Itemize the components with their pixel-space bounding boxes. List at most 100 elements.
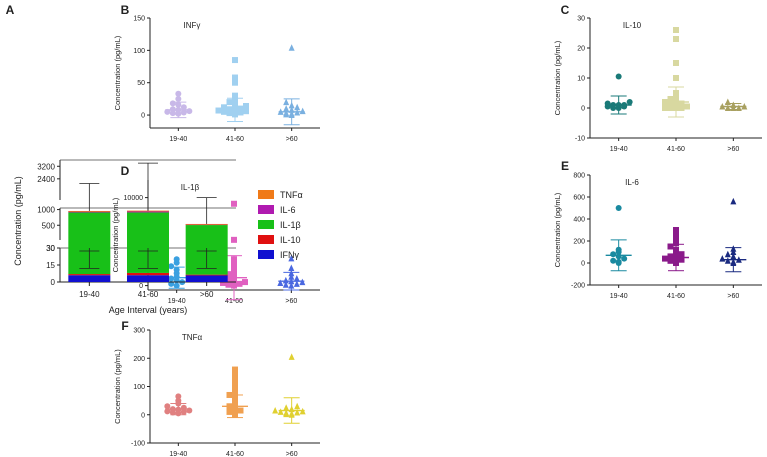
y-tick-label-B: 50 <box>137 80 145 87</box>
data-point-E <box>719 255 726 262</box>
legend-label-A: TNFα <box>280 190 303 200</box>
data-point-D <box>242 279 248 286</box>
y-tick-label-F: -100 <box>131 441 145 448</box>
y-axis-label-C: Concentration (pg/mL) <box>553 40 562 115</box>
data-point-E <box>724 257 731 264</box>
data-point-C <box>667 96 674 102</box>
y-tick-label-A: 1000 <box>37 206 55 215</box>
data-point-D <box>236 280 243 287</box>
x-tick-label-B: 19-40 <box>169 136 187 143</box>
data-point-B <box>221 108 227 115</box>
data-point-D <box>282 281 289 288</box>
bar-segment-A <box>68 210 111 212</box>
data-point-F <box>232 383 238 390</box>
y-tick-label-E: 600 <box>573 195 585 202</box>
data-point-C <box>724 104 731 111</box>
data-point-F <box>288 353 295 360</box>
data-point-B <box>232 92 238 99</box>
data-point-E <box>610 257 617 264</box>
y-tick-label-C: -10 <box>575 136 585 143</box>
data-point-D <box>231 200 237 207</box>
data-point-F <box>232 366 238 373</box>
data-point-E <box>673 235 679 242</box>
bar-segment-A <box>127 212 169 248</box>
y-tick-label-A: 500 <box>42 221 56 230</box>
data-point-C <box>667 102 674 108</box>
data-point-B <box>243 108 249 115</box>
bar-segment-A <box>127 275 169 282</box>
data-point-E <box>678 251 685 258</box>
panel-letter-B: B <box>121 3 130 17</box>
y-tick-label-E: 400 <box>573 217 585 224</box>
y-tick-label-E: 0 <box>581 261 585 268</box>
data-point-C <box>678 100 685 107</box>
y-axis-label-D: Concentration (pg/mL) <box>111 197 120 272</box>
data-point-E <box>667 253 674 260</box>
data-point-B <box>175 90 182 97</box>
y-tick-label-D: 10000 <box>124 195 144 202</box>
data-point-D <box>168 263 175 270</box>
bar-segment-A <box>127 272 169 276</box>
data-point-F <box>272 407 279 414</box>
data-point-B <box>169 100 176 107</box>
data-point-D <box>168 275 175 282</box>
data-point-C <box>673 36 679 42</box>
x-tick-label-C: 41-60 <box>667 146 685 153</box>
y-tick-label-C: 0 <box>581 106 585 113</box>
y-tick-label-A: 3200 <box>37 162 55 171</box>
data-point-C <box>724 98 731 105</box>
data-point-B <box>299 107 306 115</box>
y-tick-label-C: 20 <box>577 46 585 53</box>
chart-title-F: TNFα <box>182 333 203 342</box>
y-tick-label-B: 100 <box>133 48 145 55</box>
data-point-B <box>215 107 222 114</box>
legend-swatch-A <box>258 235 274 244</box>
data-point-C <box>673 75 679 81</box>
data-point-B <box>283 105 290 112</box>
legend-swatch-A <box>258 205 274 214</box>
data-point-C <box>684 103 690 110</box>
chart-title-B: INFγ <box>184 21 201 30</box>
data-point-D <box>173 256 180 263</box>
x-tick-label-C: 19-40 <box>610 146 628 153</box>
data-point-E <box>673 227 679 233</box>
data-point-F <box>175 393 182 400</box>
data-point-F <box>277 408 284 415</box>
y-tick-label-D: 0 <box>139 283 143 290</box>
bar-segment-A <box>68 211 111 213</box>
y-tick-label-C: 10 <box>577 76 585 83</box>
data-point-D <box>288 254 295 262</box>
data-point-B <box>186 108 193 115</box>
x-tick-label-E: 41-60 <box>667 293 685 300</box>
panel-letter-D: D <box>121 164 130 178</box>
y-tick-label-A: 30 <box>46 244 55 253</box>
bar-segment-A <box>68 274 111 276</box>
data-point-B <box>180 104 187 111</box>
data-point-E <box>673 231 679 238</box>
y-tick-label-F: 0 <box>141 412 145 419</box>
data-point-C <box>615 73 622 80</box>
legend-label-A: IL-1β <box>280 220 301 230</box>
x-tick-label-F: >60 <box>286 451 298 457</box>
bar-segment-A <box>185 274 228 276</box>
data-point-D <box>225 275 232 282</box>
bar-segment-A <box>68 275 111 282</box>
y-axis-label-F: Concentration (pg/mL) <box>113 349 122 424</box>
data-point-C <box>678 105 685 111</box>
data-point-F <box>164 408 171 415</box>
panel-letter-E: E <box>561 159 569 173</box>
data-point-C <box>626 99 633 105</box>
data-point-F <box>164 403 171 410</box>
data-point-E <box>667 243 674 250</box>
y-tick-label-E: 800 <box>573 173 585 180</box>
data-point-D <box>231 236 237 243</box>
data-point-B <box>237 105 244 112</box>
legend-label-A: IL-10 <box>280 235 301 245</box>
x-tick-label-F: 41-60 <box>226 451 244 457</box>
chart-title-D: IL-1β <box>181 183 200 192</box>
bar-segment-A <box>185 223 228 225</box>
legend-swatch-A <box>258 220 274 229</box>
data-point-B <box>243 103 249 109</box>
bar-segment-A <box>68 212 111 248</box>
